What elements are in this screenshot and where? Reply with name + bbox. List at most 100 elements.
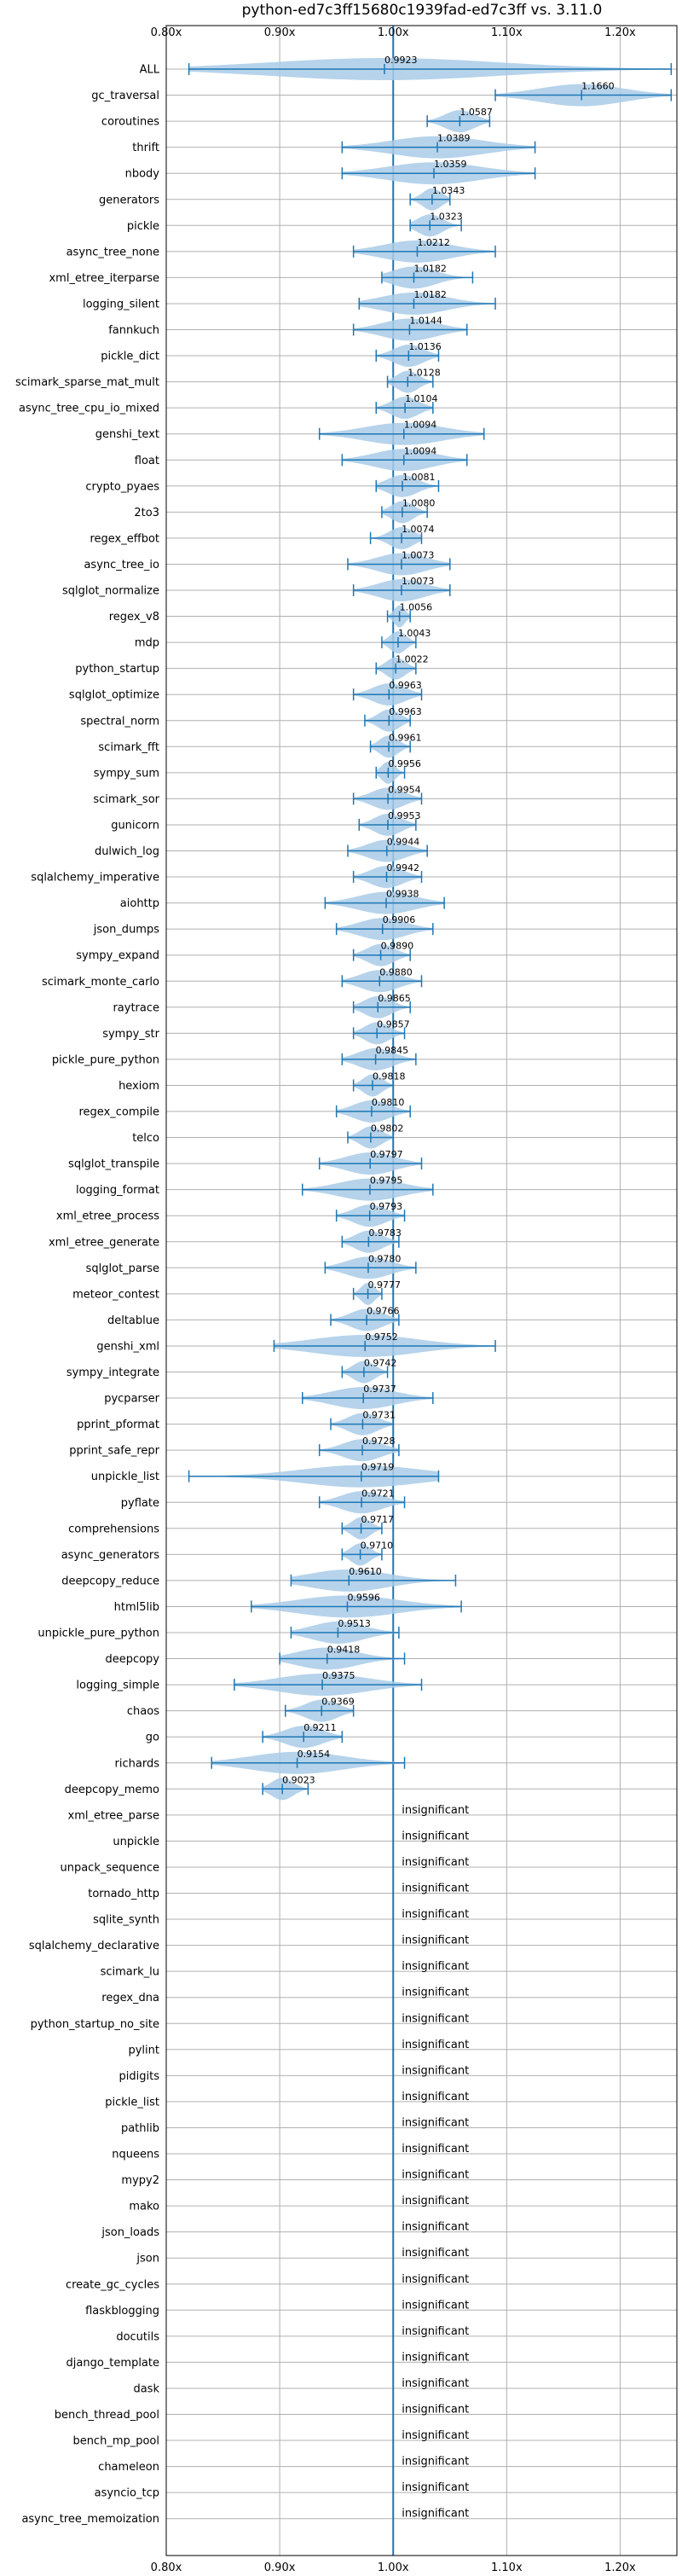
value-label: 0.9596 [347,1592,380,1603]
benchmark-label: coroutines [101,116,159,129]
benchmark-label: docutils [116,2330,159,2343]
value-label: 0.9963 [389,706,422,717]
benchmark-label: xml_etree_iterparse [49,272,159,285]
benchmark-label: regex_effbot [90,532,159,545]
insignificant-label: insignificant [402,1856,469,1869]
benchmark-label: raytrace [113,1001,159,1014]
benchmark-label: sympy_str [102,1028,159,1041]
benchmark-label: dask [133,2382,159,2395]
value-label: 0.9963 [389,680,422,691]
benchmark-label: ALL [140,64,160,77]
benchmark-label: hexiom [118,1080,159,1093]
benchmark-label: logging_silent [83,298,159,310]
value-label: 0.9766 [367,1305,400,1316]
benchmark-label: json [136,2253,159,2266]
benchmark-label: html5lib [114,1601,159,1614]
x-tick-label-bottom: 0.80x [151,2561,182,2574]
benchmark-label: comprehensions [68,1523,159,1535]
benchmark-label: richards [115,1757,160,1770]
insignificant-label: insignificant [402,2404,469,2416]
value-label: 0.9728 [362,1436,396,1447]
benchmark-label: regex_dna [101,1992,159,2005]
benchmark-label: create_gc_cycles [66,2278,159,2291]
benchmark-label: regex_v8 [109,611,159,624]
value-label: 0.9795 [370,1175,403,1186]
benchmark-label: pickle_dict [101,351,159,363]
benchmark-label: unpickle [113,1836,159,1848]
violin-layer [188,26,673,2556]
x-tick-label-top: 1.10x [491,26,523,39]
value-label: 0.9845 [376,1045,409,1056]
benchmark-label: logging_format [76,1184,159,1197]
value-label: 1.0212 [417,237,450,248]
benchmark-label: fannkuch [108,324,159,337]
benchmark-label: float [135,455,159,467]
value-label: 1.0182 [413,263,447,274]
value-label: 0.9793 [370,1201,403,1212]
benchmark-label: logging_simple [76,1680,159,1692]
benchmark-label: meteor_contest [72,1288,159,1301]
insignificant-label: insignificant [402,1804,469,1817]
benchmark-label: sqlalchemy_imperative [31,872,159,885]
plot-frame [165,25,678,2556]
value-label: 0.9710 [361,1540,394,1551]
value-label: 0.9154 [298,1749,331,1760]
x-tick-label-top: 1.20x [604,26,636,39]
benchmark-label: xml_etree_generate [49,1236,159,1249]
value-label: 1.0056 [400,602,433,613]
benchmark-label: scimark_sparse_mat_mult [15,376,159,389]
benchmark-label: scimark_sor [93,793,159,806]
benchmark-label: sqlglot_transpile [68,1158,159,1171]
value-label: 1.0074 [402,524,435,535]
benchmark-label: pidigits [119,2070,160,2083]
value-label: 0.9880 [379,966,413,978]
value-label: 1.0144 [409,316,442,327]
benchmark-label: sqlite_synth [93,1914,159,1927]
insignificant-label: insignificant [402,1883,469,1895]
benchmark-label: go [146,1732,159,1744]
benchmark-label: generators [99,194,159,206]
insignificant-label: insignificant [402,1908,469,1921]
benchmark-label: mako [129,2201,159,2213]
x-tick-label-bottom: 1.00x [378,2561,409,2574]
value-label: 1.0587 [459,107,493,118]
value-label: 0.9780 [368,1253,402,1264]
value-label: 1.0022 [396,654,429,665]
benchmark-label: pathlib [121,2122,159,2135]
x-tick-label-top: 0.90x [264,26,296,39]
insignificant-label: insignificant [402,2325,469,2338]
value-label: 1.0080 [402,497,436,508]
insignificant-label: insignificant [402,2351,469,2364]
x-tick-label-top: 1.00x [378,26,409,39]
benchmark-label: pickle [127,220,159,233]
benchmark-label: pickle_list [105,2096,159,2109]
insignificant-label: insignificant [402,2012,469,2025]
benchmark-label: pickle_pure_python [52,1053,159,1066]
value-label: 0.9783 [368,1227,402,1239]
insignificant-label: insignificant [402,2377,469,2390]
value-label: 0.9857 [377,1018,410,1030]
benchmark-label: pycparser [104,1393,159,1406]
value-label: 1.0128 [407,368,441,379]
insignificant-label: insignificant [402,2143,469,2155]
benchmark-label: unpickle_list [91,1471,159,1483]
value-label: 0.9956 [388,758,421,769]
benchmark-label: sqlglot_optimize [69,689,159,702]
value-label: 1.0343 [432,185,465,196]
value-label: 0.9211 [303,1722,337,1733]
benchmark-label: scimark_monte_carlo [42,976,159,989]
value-label: 0.9938 [386,889,419,900]
insignificant-label: insignificant [402,2247,469,2260]
value-label: 1.0323 [430,211,463,222]
benchmark-label: thrift [132,142,159,154]
benchmark-label: deltablue [107,1314,159,1327]
label-layer: 0.80x0.80x0.90x0.90x1.00x1.00x1.10x1.10x… [15,26,636,2574]
insignificant-label: insignificant [402,2169,469,2182]
insignificant-label: insignificant [402,2429,469,2442]
benchmark-label: pylint [128,2044,159,2057]
value-label: 1.0081 [402,472,436,483]
value-label: 1.0073 [402,576,435,587]
insignificant-label: insignificant [402,2195,469,2208]
benchmark-label: chaos [127,1705,159,1718]
